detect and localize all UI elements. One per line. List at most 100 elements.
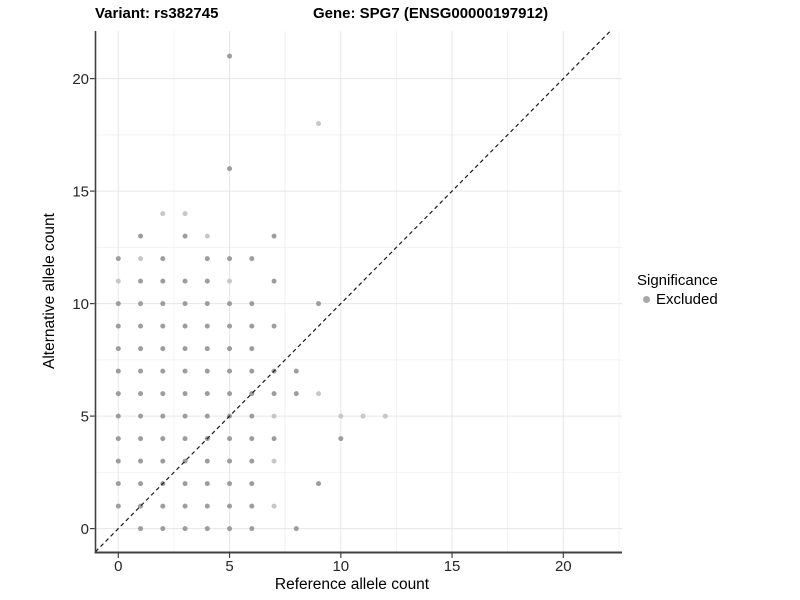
data-point (204, 278, 210, 284)
data-point-light (316, 121, 322, 127)
data-point-light (115, 278, 121, 284)
data-point (338, 436, 344, 442)
data-point (138, 436, 144, 442)
data-point (138, 526, 144, 532)
data-point (115, 301, 121, 307)
x-tick-label: 20 (555, 558, 572, 575)
data-point (115, 458, 121, 464)
legend-title: Significance (637, 272, 718, 289)
data-point (182, 233, 188, 239)
data-point (204, 346, 210, 352)
data-point (160, 278, 166, 284)
y-tick-label: 5 (81, 408, 89, 425)
y-axis-label: Alternative allele count (41, 212, 58, 369)
legend-item-label: Excluded (656, 291, 718, 308)
data-point (115, 368, 121, 374)
data-point (115, 346, 121, 352)
data-point (160, 391, 166, 397)
x-axis-label: Reference allele count (275, 576, 430, 593)
data-point (182, 391, 188, 397)
y-tick-label: 10 (72, 296, 89, 313)
data-point (204, 391, 210, 397)
data-point (293, 391, 299, 397)
data-point (249, 458, 255, 464)
data-point (271, 278, 277, 284)
data-point (204, 503, 210, 509)
data-point (138, 278, 144, 284)
data-point (182, 526, 188, 532)
data-point (160, 323, 166, 329)
data-point (182, 323, 188, 329)
data-point (138, 323, 144, 329)
data-point (204, 458, 210, 464)
data-point (271, 233, 277, 239)
data-point (115, 503, 121, 509)
data-point (249, 413, 255, 419)
axis-lines (94, 31, 622, 554)
data-point-light (227, 278, 233, 284)
data-point (138, 368, 144, 374)
identity-dashed-line (95, 30, 611, 553)
data-point (316, 301, 322, 307)
variant-title: Variant: rs382745 (95, 5, 219, 22)
tick-labels: 0 5 10 15 20 0 5 10 15 20 (72, 71, 571, 575)
data-point-light (271, 413, 277, 419)
data-point (227, 503, 233, 509)
data-point (227, 368, 233, 374)
data-point (249, 436, 255, 442)
legend: Significance Excluded (637, 272, 718, 308)
data-point (271, 436, 277, 442)
data-point (249, 323, 255, 329)
data-point (204, 413, 210, 419)
data-point (249, 503, 255, 509)
data-point (115, 256, 121, 262)
data-point-light (316, 391, 322, 397)
data-point (138, 391, 144, 397)
data-point (204, 368, 210, 374)
data-point (138, 301, 144, 307)
data-point (160, 346, 166, 352)
data-point (182, 481, 188, 487)
tick-marks (90, 77, 564, 558)
data-point (204, 256, 210, 262)
data-point (204, 526, 210, 532)
data-point (204, 323, 210, 329)
identity-line (95, 30, 611, 553)
data-point (160, 413, 166, 419)
data-point-light (382, 413, 388, 419)
legend-item-excluded: Excluded (643, 291, 718, 308)
data-point (227, 301, 233, 307)
data-point (115, 391, 121, 397)
data-point (182, 503, 188, 509)
data-point (138, 346, 144, 352)
data-point (249, 368, 255, 374)
data-point (182, 278, 188, 284)
data-point (138, 233, 144, 239)
data-point (182, 368, 188, 374)
gridlines (95, 31, 622, 553)
data-point (316, 481, 322, 487)
data-point (293, 526, 299, 532)
data-point (138, 458, 144, 464)
data-point (227, 53, 233, 59)
data-point (293, 368, 299, 374)
data-point-light (338, 413, 344, 419)
data-point-light (160, 211, 166, 217)
data-point (249, 301, 255, 307)
data-point (115, 436, 121, 442)
data-point (249, 256, 255, 262)
data-point (160, 503, 166, 509)
data-point (271, 323, 277, 329)
data-point (160, 368, 166, 374)
data-point (227, 526, 233, 532)
data-point (115, 481, 121, 487)
x-tick-label: 10 (332, 558, 349, 575)
data-point (138, 481, 144, 487)
data-point (227, 256, 233, 262)
x-tick-label: 15 (444, 558, 461, 575)
data-point (204, 301, 210, 307)
gene-title: Gene: SPG7 (ENSG00000197912) (313, 5, 549, 22)
data-point (115, 323, 121, 329)
y-tick-label: 20 (72, 71, 89, 88)
